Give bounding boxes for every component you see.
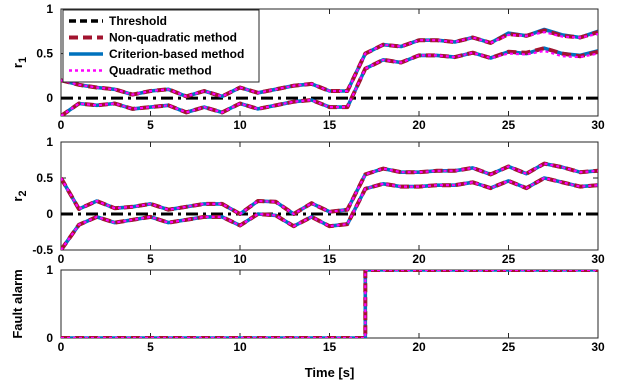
x-tick-label: 25 (502, 252, 516, 266)
axes-box (60, 269, 599, 339)
x-axis-label: Time [s] (305, 365, 355, 380)
y-tick-label: 0 (46, 331, 53, 345)
y-tick-label: 1 (46, 2, 53, 16)
series-quadratic-method-upper (61, 31, 598, 98)
x-tick-label: 25 (502, 340, 516, 354)
legend-entry-label: Quadratic method (109, 64, 212, 78)
x-tick-label: 20 (412, 340, 426, 354)
x-tick-label: 30 (591, 340, 605, 354)
y-tick-label: 0.5 (36, 171, 53, 185)
x-tick-label: 30 (591, 252, 605, 266)
panel-1: 0 5 10 15 20 25 30 0 0.5 1 r1 (10, 2, 605, 132)
legend-entry-label: Threshold (109, 14, 167, 28)
y-axis-label: r1 (10, 57, 29, 68)
panel-2: 0 5 10 15 20 25 30 -0.5 0 0.5 1 r2 (10, 135, 605, 266)
x-tick-label: 15 (323, 118, 337, 132)
x-tick-label: 10 (233, 252, 247, 266)
y-tick-label: 0.5 (36, 47, 53, 61)
y-axis-label: r2 (10, 190, 29, 201)
y-tick-label: 1 (46, 135, 53, 149)
series-non-quadratic-method-lower (61, 46, 598, 116)
x-tick-label: 15 (323, 252, 337, 266)
x-tick-label: 10 (233, 118, 247, 132)
x-tick-label: 10 (233, 340, 247, 354)
series-non-quadratic-method-lower (61, 176, 598, 250)
y-axis-label: Fault alarm (10, 269, 25, 338)
y-tick-label: 1 (46, 263, 53, 277)
legend-entry-label: Criterion-based method (109, 47, 244, 61)
axes-box (60, 141, 599, 251)
x-tick-label: 30 (591, 118, 605, 132)
x-tick-label: 0 (58, 340, 65, 354)
legend: Threshold Non-quadratic method Criterion-b… (62, 9, 260, 83)
y-tick-label: 0 (46, 207, 53, 221)
series-quadratic-method-step (61, 270, 598, 338)
x-tick-label: 5 (147, 340, 154, 354)
legend-entry-label: Non-quadratic method (109, 31, 237, 45)
x-tick-label: 25 (502, 118, 516, 132)
x-tick-label: 15 (323, 340, 337, 354)
y-tick-label: 0 (46, 91, 53, 105)
x-tick-label: 5 (147, 118, 154, 132)
x-tick-label: 5 (147, 252, 154, 266)
x-tick-label: 0 (58, 252, 65, 266)
x-tick-label: 0 (58, 118, 65, 132)
x-tick-label: 20 (412, 118, 426, 132)
y-tick-label: -0.5 (32, 243, 53, 257)
x-tick-label: 20 (412, 252, 426, 266)
series-quadratic-method-upper (61, 162, 598, 216)
panel-3: 0 5 10 15 20 25 30 0 1 Fault alarm Time [s] (10, 263, 605, 380)
